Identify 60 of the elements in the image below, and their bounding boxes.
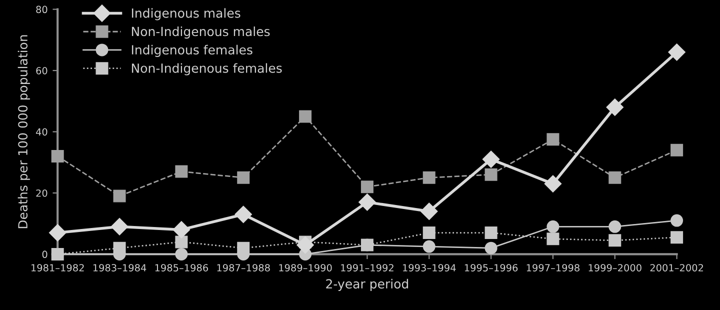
x-tick-label: 1987–1988 <box>217 264 270 272</box>
point <box>608 171 622 184</box>
point <box>49 224 66 242</box>
legend-label: Non-Indigenous males <box>132 26 270 39</box>
x-tick-label: 1995–1996 <box>464 264 518 272</box>
point <box>237 242 250 254</box>
point <box>608 220 622 233</box>
point <box>296 236 314 254</box>
point <box>51 248 64 260</box>
point <box>482 150 500 168</box>
point <box>606 98 624 116</box>
x-tick-label: 1983–1984 <box>93 264 146 272</box>
point <box>422 171 436 184</box>
point <box>546 220 560 233</box>
y-tick-label: 0 <box>42 250 48 258</box>
point <box>234 206 252 223</box>
y-axis-title: Deaths per 100 000 population <box>18 35 30 228</box>
point <box>113 242 126 254</box>
legend-label: Indigenous females <box>132 44 252 57</box>
point <box>175 248 188 260</box>
point <box>484 168 498 181</box>
point <box>484 226 498 240</box>
point <box>360 238 374 252</box>
legend-label: Non-Indigenous females <box>132 63 282 76</box>
x-axis-title: 2-year period <box>326 278 408 291</box>
legend-label: Indigenous males <box>132 8 240 20</box>
y-tick-label: 80 <box>36 6 48 14</box>
x-tick-label: 1985–1986 <box>155 264 208 272</box>
point <box>544 175 562 192</box>
point <box>110 218 128 236</box>
point <box>422 240 436 253</box>
point <box>172 221 190 238</box>
point <box>668 44 686 61</box>
point <box>670 231 684 244</box>
point <box>422 226 436 240</box>
x-tick-label: 1997–1998 <box>526 264 580 272</box>
point <box>299 110 312 123</box>
point <box>175 165 188 178</box>
point <box>420 202 438 220</box>
x-tick-label: 1993–1994 <box>403 264 456 272</box>
y-tick-label: 40 <box>36 128 48 136</box>
x-tick-label: 1989–1990 <box>279 264 332 272</box>
x-tick-label: 2001–2002 <box>650 264 703 272</box>
point <box>484 242 498 254</box>
point <box>237 171 250 184</box>
y-tick-label: 60 <box>36 67 48 74</box>
point <box>113 190 126 202</box>
point <box>546 232 560 246</box>
point <box>360 180 374 194</box>
point <box>608 234 622 247</box>
point <box>51 150 64 162</box>
point <box>670 214 684 227</box>
point <box>670 144 684 156</box>
x-tick-label: 1981–1982 <box>31 264 84 272</box>
point <box>358 194 376 211</box>
y-tick-label: 20 <box>36 189 48 197</box>
point <box>175 236 188 248</box>
x-tick-label: 1991–1992 <box>341 264 394 272</box>
x-tick-label: 1999–2000 <box>588 264 642 272</box>
point <box>546 133 560 146</box>
